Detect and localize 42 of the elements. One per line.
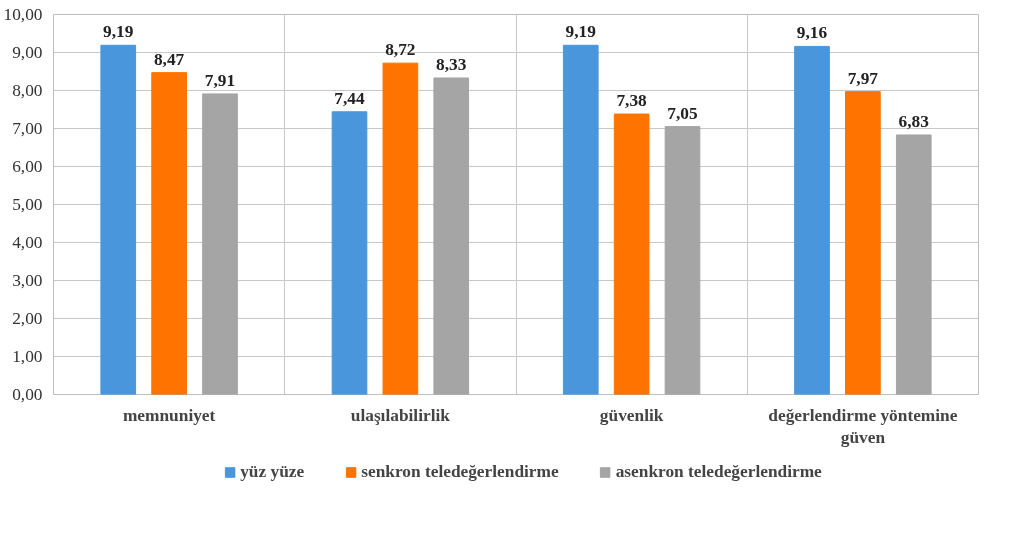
y-tick-label: 10,00 xyxy=(3,5,43,24)
legend-label: yüz yüze xyxy=(240,462,305,482)
y-tick-label: 4,00 xyxy=(12,233,43,252)
x-tick-label: ulaşılabilirlik xyxy=(350,405,451,425)
data-label: 7,05 xyxy=(667,103,698,123)
bar xyxy=(151,72,187,395)
bar xyxy=(895,134,932,395)
data-label: 7,38 xyxy=(616,91,648,111)
data-label: 8,33 xyxy=(436,54,467,74)
x-tick-label: değerlendirme yöntemine güven xyxy=(768,405,958,448)
bar xyxy=(100,44,137,395)
data-label: 9,16 xyxy=(796,23,828,43)
bar xyxy=(382,62,419,395)
data-label: 7,97 xyxy=(847,68,879,88)
bar xyxy=(433,77,470,395)
x-tick-label: güvenlik xyxy=(599,405,664,425)
y-tick-label: 7,00 xyxy=(12,119,43,138)
data-label: 9,19 xyxy=(565,22,597,42)
data-label: 7,91 xyxy=(204,70,236,90)
bar xyxy=(664,126,701,395)
y-tick-label: 1,00 xyxy=(12,347,43,366)
bar xyxy=(845,91,881,395)
legend-label: senkron teledeğerlendirme xyxy=(361,462,559,482)
y-tick-label: 8,00 xyxy=(12,81,43,100)
y-tick-label: 5,00 xyxy=(12,195,43,214)
x-tick-label: memnuniyet xyxy=(122,405,216,425)
bar xyxy=(331,111,368,395)
legend-label: asenkron teledeğerlendirme xyxy=(615,462,822,482)
y-tick-label: 3,00 xyxy=(12,271,43,290)
bar xyxy=(562,44,599,395)
y-tick-label: 0,00 xyxy=(12,385,43,404)
data-label: 6,83 xyxy=(898,111,930,131)
data-label: 8,47 xyxy=(153,49,185,69)
data-label: 9,19 xyxy=(103,22,134,42)
bar xyxy=(202,93,238,395)
y-tick-label: 9,00 xyxy=(12,43,43,62)
data-label: 7,44 xyxy=(334,88,365,108)
bar xyxy=(613,113,650,395)
y-tick-label: 2,00 xyxy=(12,309,43,328)
data-label: 8,72 xyxy=(385,40,416,60)
bar xyxy=(794,45,830,395)
y-tick-label: 6,00 xyxy=(12,157,43,176)
